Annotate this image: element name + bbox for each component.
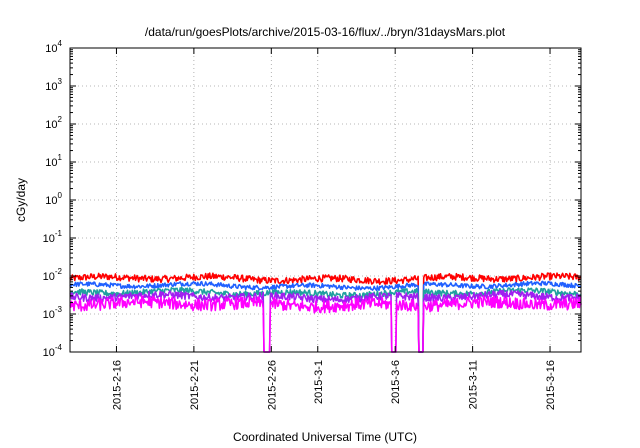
y-tick-base: 10 — [45, 119, 57, 131]
y-tick-base: 10 — [43, 309, 55, 321]
y-tick-base: 10 — [45, 43, 57, 55]
y-tick-label: 10-1 — [43, 229, 63, 245]
flux-series-line — [69, 295, 582, 353]
y-tick-exponent: -4 — [55, 343, 63, 352]
y-tick-exponent: 4 — [58, 39, 63, 48]
x-tick-label: 2015-2-21 — [189, 360, 201, 410]
flux-series-line — [69, 289, 582, 353]
y-tick-label: 10-2 — [43, 267, 63, 283]
y-tick-exponent: -3 — [55, 305, 63, 314]
x-tick-label: 2015-2-26 — [266, 360, 278, 410]
x-ticks: 2015-2-16 2015-2-21 2015-2-26 2015-3-1 2015-… — [111, 48, 557, 410]
x-tick-label: 2015-3-16 — [545, 360, 557, 410]
y-tick-base: 10 — [43, 233, 55, 245]
flux-series-line — [69, 286, 582, 353]
y-tick-label: 10-3 — [43, 305, 63, 321]
x-tick-label: 2015-2-16 — [111, 360, 123, 410]
y-tick-exponent: 1 — [58, 153, 63, 162]
series-layer — [69, 272, 582, 353]
x-axis-label: Coordinated Universal Time (UTC) — [233, 430, 417, 444]
y-tick-exponent: 3 — [58, 77, 63, 86]
y-axis-label: cGy/day — [14, 178, 28, 222]
y-tick-label: 102 — [45, 115, 62, 131]
chart-title: /data/run/goesPlots/archive/2015-03-16/f… — [145, 25, 506, 39]
y-tick-base: 10 — [43, 271, 55, 283]
y-tick-base: 10 — [45, 195, 57, 207]
y-tick-base: 10 — [45, 81, 57, 93]
x-tick-label: 2015-3-11 — [468, 360, 480, 409]
y-tick-label: 10-4 — [43, 343, 63, 359]
y-tick-label: 103 — [45, 77, 62, 93]
y-tick-base: 10 — [43, 347, 55, 359]
y-tick-exponent: -2 — [55, 267, 63, 276]
x-tick-label: 2015-3-1 — [313, 360, 325, 404]
y-tick-exponent: 2 — [58, 115, 63, 124]
x-tick-label: 2015-3-6 — [390, 360, 402, 404]
y-tick-exponent: -1 — [55, 229, 63, 238]
y-tick-label: 104 — [45, 39, 62, 55]
grid — [70, 48, 581, 352]
flux-series-line — [69, 272, 581, 353]
y-tick-exponent: 0 — [58, 191, 63, 200]
y-tick-label: 101 — [45, 153, 62, 169]
y-tick-label: 100 — [45, 191, 62, 207]
flux-series-line — [69, 280, 582, 353]
y-tick-base: 10 — [45, 157, 57, 169]
